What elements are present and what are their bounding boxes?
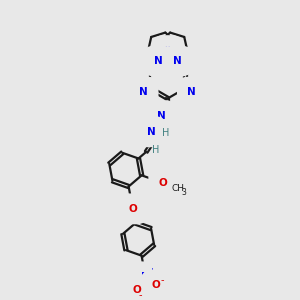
Text: N: N: [154, 56, 163, 66]
Text: O: O: [152, 280, 161, 290]
Text: N: N: [164, 46, 172, 56]
Text: O: O: [128, 204, 137, 214]
Text: -: -: [138, 290, 142, 300]
Text: N: N: [157, 111, 166, 121]
Text: O: O: [159, 178, 167, 188]
Text: +: +: [148, 267, 155, 276]
Text: H: H: [162, 128, 169, 138]
Text: O: O: [133, 285, 142, 295]
Text: -: -: [161, 275, 164, 285]
Text: N: N: [188, 87, 196, 97]
Text: CH: CH: [172, 184, 185, 193]
Text: N: N: [173, 56, 182, 66]
Text: N: N: [147, 127, 156, 137]
Text: N: N: [139, 87, 148, 97]
Text: 3: 3: [181, 188, 186, 197]
Text: H: H: [152, 145, 159, 155]
Text: N: N: [141, 272, 150, 282]
